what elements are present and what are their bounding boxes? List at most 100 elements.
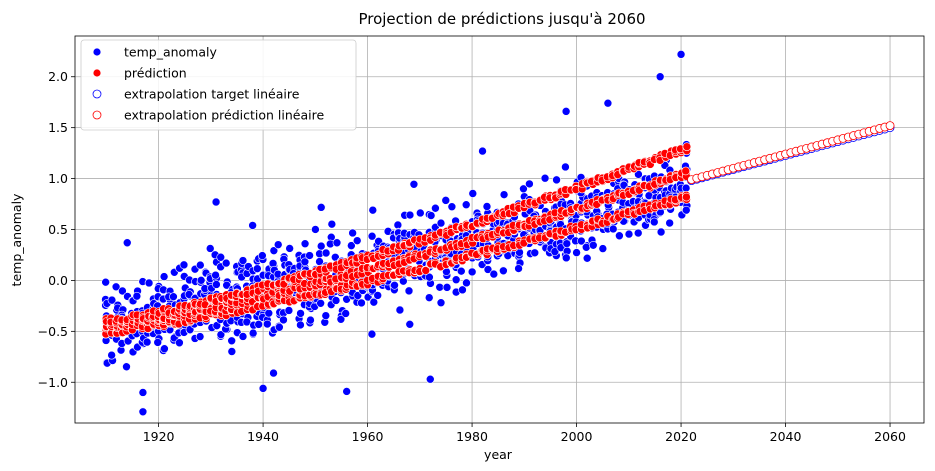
temp-anomaly-point: [395, 305, 405, 315]
temp-anomaly-point: [306, 315, 315, 325]
extrapolation-prediction-point: [885, 121, 895, 131]
temp-anomaly-point: [624, 229, 634, 239]
temp-anomaly-point: [211, 270, 220, 280]
legend-label: extrapolation target linéaire: [124, 87, 300, 102]
temp-anomaly-point: [160, 344, 169, 354]
temp-anomaly-point: [405, 210, 415, 220]
temp-anomaly-point: [153, 338, 163, 347]
temp-anomaly-point: [530, 248, 540, 258]
temp-anomaly-point: [138, 407, 148, 417]
temp-anomaly-point: [425, 272, 434, 282]
legend-marker: [92, 47, 102, 57]
temp-anomaly-point: [296, 309, 305, 318]
temp-anomaly-point: [577, 236, 586, 246]
temp-anomaly-point: [284, 306, 294, 315]
temp-anomaly-point: [205, 244, 215, 253]
prediction-point: [682, 192, 691, 202]
temp-anomaly-point: [665, 218, 674, 228]
temp-anomaly-point: [352, 236, 362, 245]
temp-anomaly-point: [424, 293, 434, 302]
legend-label: temp_anomaly: [124, 45, 217, 60]
temp-anomaly-point: [211, 197, 221, 207]
temp-anomaly-point: [227, 336, 236, 346]
temp-anomaly-point: [373, 291, 383, 300]
prediction-point: [421, 266, 431, 275]
temp-anomaly-point: [404, 286, 414, 296]
temp-anomaly-point: [598, 244, 608, 253]
temp-anomaly-point: [416, 208, 425, 218]
temp-anomaly-point: [269, 246, 279, 255]
x-tick-label: 1960: [352, 429, 384, 444]
y-tick-label: −0.5: [38, 324, 68, 339]
temp-anomaly-point: [347, 241, 356, 250]
temp-anomaly-point: [159, 272, 169, 281]
temp-anomaly-point: [393, 220, 403, 230]
prediction-point: [682, 142, 692, 151]
temp-anomaly-point: [118, 286, 127, 296]
temp-anomaly-point: [258, 251, 267, 260]
y-tick-label: 1.0: [48, 171, 68, 186]
temp-anomaly-point: [321, 248, 331, 258]
temp-anomaly-point: [132, 291, 142, 301]
temp-anomaly-point: [431, 203, 440, 213]
temp-anomaly-point: [263, 319, 272, 329]
temp-anomaly-point: [111, 282, 121, 292]
temp-anomaly-point: [519, 184, 528, 194]
temp-anomaly-point: [332, 238, 342, 248]
axis-ticks: 1920 1940 1960 1980 2000 2020 2040 2060 −1.0 −0.5…: [38, 69, 906, 444]
y-tick-label: 0.0: [48, 273, 68, 288]
chart-title: Projection de prédictions jusqu'à 2060: [358, 10, 645, 28]
temp-anomaly-point: [456, 266, 466, 276]
temp-anomaly-point: [222, 280, 231, 290]
temp-anomaly-point: [608, 224, 618, 234]
temp-anomaly-point: [122, 362, 131, 372]
temp-anomaly-point: [451, 275, 461, 285]
y-tick-label: 1.5: [48, 120, 68, 135]
legend-box: [80, 39, 357, 131]
x-tick-label: 1940: [247, 429, 279, 444]
temp-anomaly-point: [552, 175, 561, 185]
temp-anomaly-point: [144, 278, 154, 288]
temp-anomaly-point: [196, 276, 206, 285]
temp-anomaly-point: [101, 277, 110, 287]
y-tick-label: 2.0: [48, 69, 68, 84]
temp-anomaly-point: [275, 322, 284, 332]
temp-anomaly-point: [426, 211, 436, 220]
temp-anomaly-point: [175, 338, 184, 348]
temp-anomaly-point: [321, 311, 331, 320]
temp-anomaly-point: [316, 241, 326, 251]
temp-anomaly-point: [216, 330, 226, 339]
y-tick-label: 0.5: [48, 222, 68, 237]
temp-anomaly-point: [405, 320, 415, 329]
temp-anomaly-point: [656, 227, 666, 237]
temp-anomaly-point: [435, 282, 445, 292]
temp-anomaly-point: [540, 173, 550, 183]
x-tick-label: 1980: [456, 429, 488, 444]
temp-anomaly-point: [489, 269, 499, 279]
temp-anomaly-point: [562, 239, 572, 248]
temp-anomaly-point: [300, 257, 310, 267]
temp-anomaly-point: [316, 298, 325, 308]
temp-anomaly-point: [649, 217, 659, 227]
temp-anomaly-point: [603, 98, 613, 108]
temp-anomaly-point: [442, 283, 452, 292]
temp-anomaly-point: [196, 260, 205, 270]
temp-anomaly-point: [327, 219, 337, 229]
temp-anomaly-point: [216, 252, 226, 262]
temp-anomaly-point: [341, 309, 350, 318]
temp-anomaly-point: [221, 258, 231, 268]
legend-marker: [92, 68, 102, 78]
x-tick-label: 2040: [770, 429, 802, 444]
temp-anomaly-point: [238, 332, 248, 341]
temp-anomaly-point: [633, 228, 643, 238]
temp-anomaly-point: [615, 231, 624, 241]
temp-anomaly-point: [681, 205, 691, 215]
temp-anomaly-point: [582, 253, 592, 263]
y-axis-label: temp_anomaly: [9, 193, 24, 286]
x-tick-label: 2020: [665, 429, 697, 444]
temp-anomaly-point: [273, 240, 283, 249]
temp-anomaly-point: [525, 179, 534, 189]
temp-anomaly-point: [561, 107, 571, 116]
temp-anomaly-point: [681, 183, 691, 193]
x-tick-label: 1920: [143, 429, 175, 444]
